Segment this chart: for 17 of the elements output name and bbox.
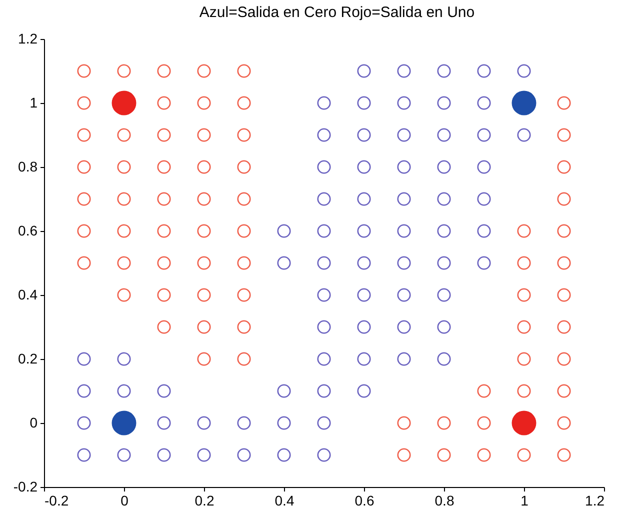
x-tick-label: -0.2 [44,492,69,508]
x-tick-label: 0.4 [274,492,294,508]
y-tick-label: 0.2 [18,350,38,366]
x-tick-label: 0.8 [434,492,454,508]
y-tick-label: 0.4 [18,286,38,302]
x-tick-label: 1 [520,492,529,508]
y-tick-label: 0 [30,414,38,430]
x-tick-label: 1.2 [585,492,605,508]
y-tick-label: 1 [30,94,38,110]
chart-title: Azul=Salida en Cero Rojo=Salida en Uno [199,4,475,21]
y-tick-label: 1.2 [18,30,38,46]
y-tick-label: 0.8 [18,158,38,174]
x-tick-label: 0.2 [194,492,214,508]
y-tick-label: 0.6 [18,222,38,238]
x-tick-label: 0.6 [354,492,374,508]
y-tick-label: -0.2 [13,478,38,494]
x-tick-label: 0 [120,492,129,508]
